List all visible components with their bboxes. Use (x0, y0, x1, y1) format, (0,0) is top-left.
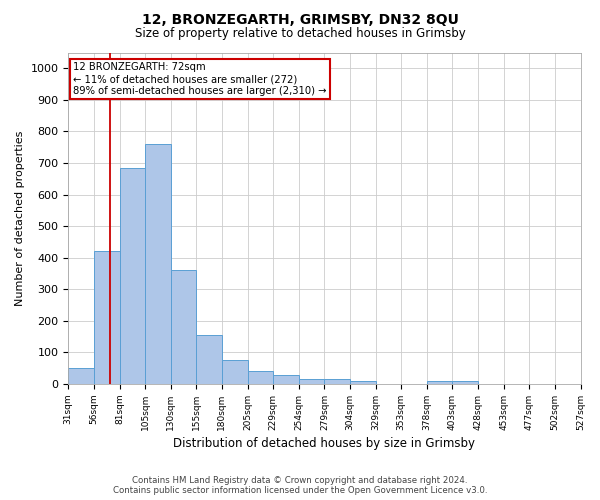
Text: 12, BRONZEGARTH, GRIMSBY, DN32 8QU: 12, BRONZEGARTH, GRIMSBY, DN32 8QU (142, 12, 458, 26)
Text: Contains HM Land Registry data © Crown copyright and database right 2024.
Contai: Contains HM Land Registry data © Crown c… (113, 476, 487, 495)
Bar (68, 368, 94, 384)
Bar (325, 378, 350, 384)
Bar (94, 252, 119, 384)
Bar (427, 381, 452, 384)
Bar (171, 270, 196, 384)
Bar (145, 144, 171, 384)
Text: Size of property relative to detached houses in Grimsby: Size of property relative to detached ho… (134, 28, 466, 40)
Bar (248, 372, 273, 384)
Bar (119, 168, 145, 384)
Bar (299, 378, 325, 384)
Bar (350, 381, 376, 384)
Text: 12 BRONZEGARTH: 72sqm
← 11% of detached houses are smaller (272)
89% of semi-det: 12 BRONZEGARTH: 72sqm ← 11% of detached … (73, 62, 327, 96)
X-axis label: Distribution of detached houses by size in Grimsby: Distribution of detached houses by size … (173, 437, 475, 450)
Bar (222, 360, 248, 384)
Bar (452, 381, 478, 384)
Bar (196, 335, 222, 384)
Bar (273, 375, 299, 384)
Y-axis label: Number of detached properties: Number of detached properties (15, 130, 25, 306)
